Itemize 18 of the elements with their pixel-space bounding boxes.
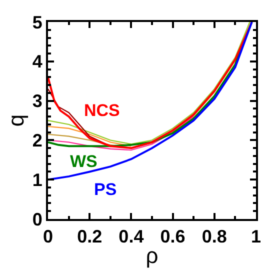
y-axis-title: q <box>4 114 29 127</box>
series-label: NCS <box>84 101 120 120</box>
series-label: WS <box>70 152 98 171</box>
y-tick-label: 1 <box>32 170 42 190</box>
series-label: PS <box>94 180 117 199</box>
y-tick-label: 2 <box>32 130 42 150</box>
y-tick-label: 3 <box>32 91 42 112</box>
x-tick-label: 0.2 <box>77 226 102 247</box>
x-tick-label: 0.4 <box>118 226 144 247</box>
y-tick-label: 4 <box>32 52 42 72</box>
y-tick-label: 5 <box>32 12 42 32</box>
x-tick-label: 0.6 <box>160 226 186 247</box>
y-tick-label: 0 <box>32 209 42 230</box>
x-tick-label: 1 <box>250 226 262 247</box>
x-axis-title: ρ <box>146 243 158 268</box>
x-tick-label: 0.8 <box>202 226 227 247</box>
line-series <box>48 22 253 181</box>
line-series <box>48 126 132 147</box>
